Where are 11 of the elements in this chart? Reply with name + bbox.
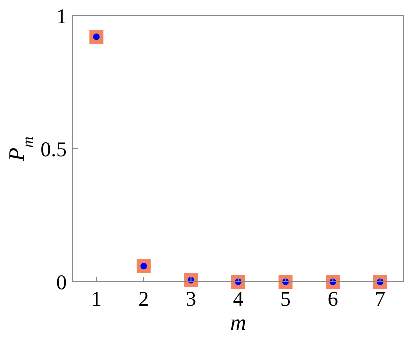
x-tick-label: 3: [186, 287, 196, 311]
x-axis-title: m: [230, 310, 246, 335]
y-tick-label: 0: [56, 270, 67, 294]
x-tick-label: 1: [91, 287, 102, 311]
x-tick-label: 4: [233, 287, 244, 311]
x-tick-label: 7: [375, 287, 386, 311]
x-tick-label: 2: [138, 287, 150, 311]
y-tick-label: 1: [56, 4, 67, 28]
y-tick-label: 0.5: [40, 137, 67, 162]
x-tick-label: 5: [280, 287, 292, 311]
x-tick-label: 6: [328, 287, 338, 311]
